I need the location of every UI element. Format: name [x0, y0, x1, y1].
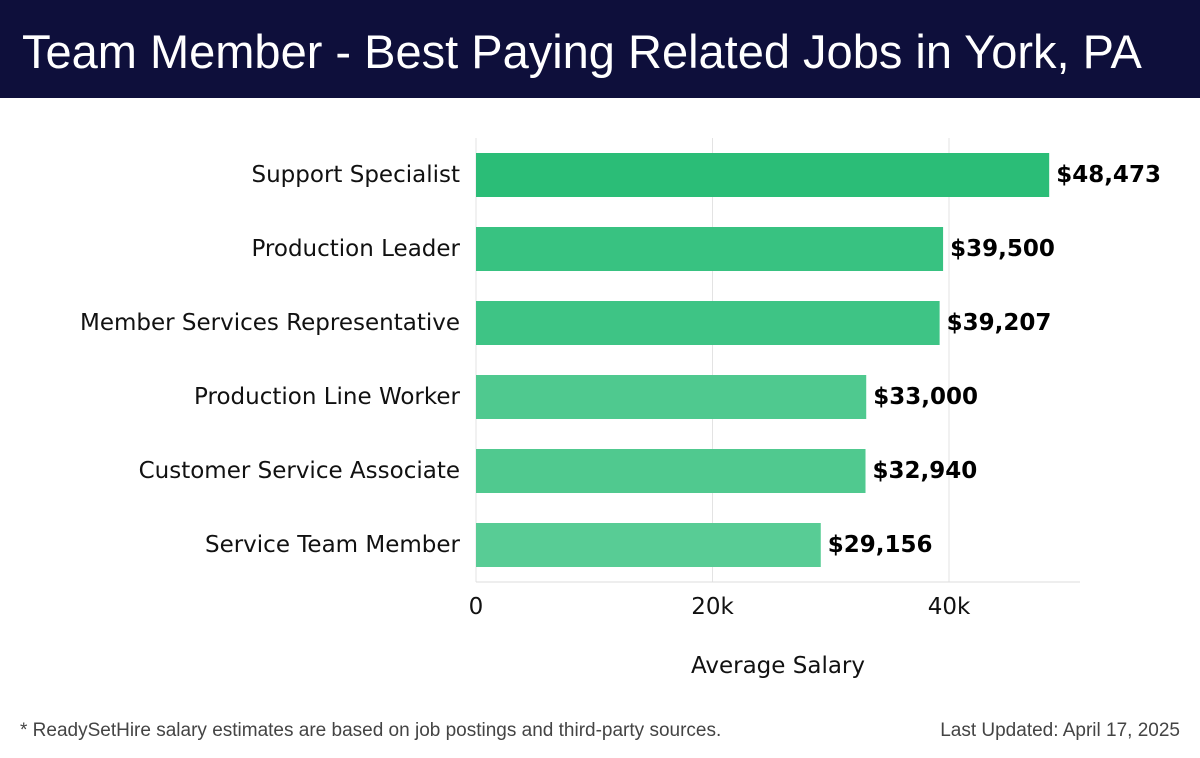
bar — [476, 523, 821, 567]
bar — [476, 301, 940, 345]
x-tick-label: 0 — [469, 594, 484, 620]
category-label: Support Specialist — [252, 162, 461, 188]
category-label: Production Leader — [251, 236, 460, 262]
category-label: Customer Service Associate — [139, 458, 460, 484]
x-tick-label: 40k — [928, 594, 971, 620]
x-tick-label: 20k — [691, 594, 734, 620]
bar — [476, 449, 866, 493]
value-label: $39,207 — [947, 310, 1052, 336]
header-bar: Team Member - Best Paying Related Jobs i… — [0, 0, 1200, 98]
page-title: Team Member - Best Paying Related Jobs i… — [22, 25, 1142, 78]
x-axis-title: Average Salary — [691, 653, 865, 679]
bar — [476, 375, 867, 419]
value-label: $29,156 — [828, 532, 933, 558]
value-label: $33,000 — [873, 384, 978, 410]
value-label: $48,473 — [1056, 162, 1161, 188]
salary-bar-chart: Support Specialist $48,473 Production Lead… — [80, 138, 1161, 679]
last-updated: Last Updated: April 17, 2025 — [940, 720, 1180, 741]
category-label: Production Line Worker — [194, 384, 460, 410]
footnote: * ReadySetHire salary estimates are base… — [20, 720, 722, 741]
category-label: Member Services Representative — [80, 310, 460, 336]
bar — [476, 153, 1050, 197]
value-label: $39,500 — [950, 236, 1055, 262]
bar — [476, 227, 944, 271]
category-label: Service Team Member — [205, 532, 461, 558]
value-label: $32,940 — [873, 458, 978, 484]
